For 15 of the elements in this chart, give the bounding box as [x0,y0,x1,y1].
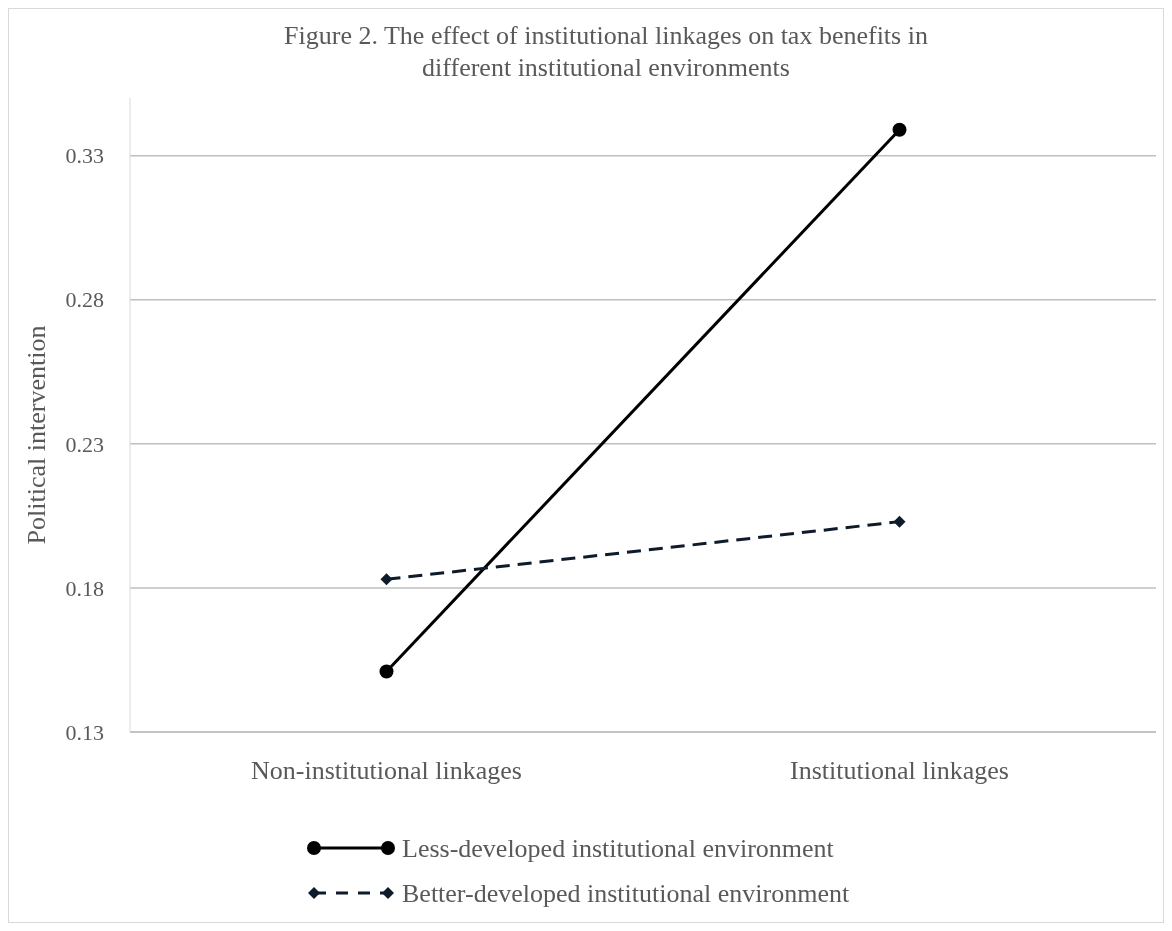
y-tick-label: 0.23 [65,431,104,457]
legend-label: Less-developed institutional environment [402,834,835,864]
y-axis-title: Political intervention [22,325,51,545]
y-tick-label: 0.13 [65,719,104,745]
y-tick-label: 0.33 [65,143,104,169]
y-tick-label: 0.28 [65,287,104,313]
point [892,122,907,137]
point [379,664,394,679]
y-tick-label: 0.18 [65,575,104,601]
point [893,515,906,528]
x-tick-label: Institutional linkages [790,756,1009,785]
legend-label: Better-developed institutional environment [402,879,850,909]
x-tick-label: Non-institutional linkages [251,756,522,785]
chart-title: Figure 2. The effect of institutional linkages on tax benefits in different institutional environments [284,21,928,82]
point [380,573,393,586]
